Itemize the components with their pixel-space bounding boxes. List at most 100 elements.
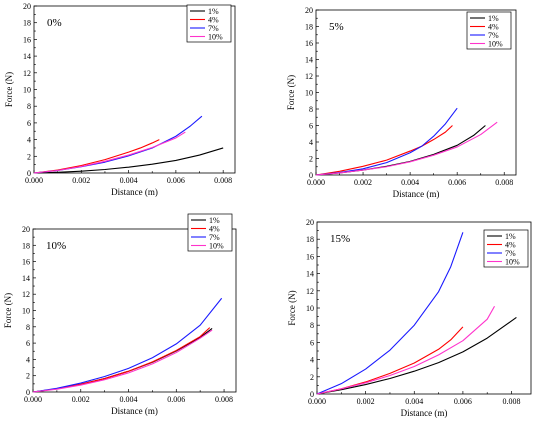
x-tick-label: 0.006	[454, 397, 472, 406]
series-line-1pct	[32, 327, 213, 393]
series-line-7pct	[316, 232, 464, 395]
x-tick-label: 0.008	[495, 178, 513, 187]
x-tick-label: 0.000	[25, 176, 43, 185]
y-tick-label: 10	[23, 86, 31, 95]
y-tick-label: 12	[22, 290, 30, 299]
y-tick-label: 20	[305, 6, 313, 15]
series-line-7pct	[32, 297, 223, 393]
series-line-4pct	[316, 326, 464, 395]
y-tick-label: 18	[23, 19, 31, 28]
plot-frame	[32, 228, 237, 393]
y-axis-title: Force (N)	[4, 72, 14, 107]
y-tick-label: 20	[306, 218, 314, 227]
x-tick-label: 0.002	[72, 176, 90, 185]
series-line-10pct	[32, 329, 213, 393]
x-tick-label: 0.008	[503, 397, 521, 406]
y-tick-label: 12	[23, 69, 31, 78]
series-line-1pct	[315, 125, 486, 176]
x-tick-label: 0.004	[120, 176, 138, 185]
x-tick-label: 0.006	[448, 178, 466, 187]
y-tick-label: 6	[309, 122, 313, 131]
x-tick-label: 0.006	[167, 395, 185, 404]
y-tick-label: 0	[27, 169, 31, 178]
series-line-4pct	[32, 327, 211, 393]
legend-label: 4%	[505, 240, 516, 249]
legend-box	[483, 229, 529, 268]
y-tick-label: 4	[310, 356, 314, 365]
series-line-10pct	[315, 121, 498, 176]
x-tick-label: 0.008	[215, 395, 233, 404]
y-tick-label: 20	[23, 2, 31, 11]
legend: 1%4%7%10%	[187, 213, 233, 252]
legend: 1%4%7%10%	[466, 11, 512, 50]
y-tick-label: 6	[310, 338, 314, 347]
y-tick-label: 20	[22, 225, 30, 234]
y-tick-label: 8	[27, 102, 31, 111]
panel-label: 15%	[330, 233, 350, 245]
y-tick-label: 0	[26, 388, 30, 397]
x-tick-label: 0.002	[72, 395, 90, 404]
x-tick-label: 0.004	[401, 178, 419, 187]
legend-label: 4%	[488, 22, 499, 31]
y-tick-label: 8	[26, 323, 30, 332]
series-line-7pct	[315, 107, 458, 176]
legend-label: 7%	[208, 24, 219, 33]
x-tick-label: 0.002	[357, 397, 375, 406]
y-tick-label: 12	[305, 72, 313, 81]
series-line-4pct	[33, 139, 160, 174]
y-tick-label: 2	[27, 152, 31, 161]
legend-label: 7%	[209, 233, 220, 242]
x-tick-label: 0.004	[120, 395, 138, 404]
x-tick-label: 0.000	[307, 178, 325, 187]
series-line-4pct	[315, 125, 453, 176]
y-tick-label: 8	[309, 105, 313, 114]
series-line-1pct	[316, 317, 517, 395]
y-tick-label: 14	[306, 270, 314, 279]
x-axis-title: Distance (m)	[393, 189, 440, 199]
chart-panel-2: 0 2 4 6 8 10 12 14 16 18 20 0.000 0.002 0.004 0.006 0.0…	[3, 213, 237, 416]
legend: 1%4%7%10%	[483, 229, 529, 268]
y-tick-label: 4	[309, 138, 313, 147]
y-tick-label: 8	[310, 321, 314, 330]
y-tick-label: 16	[22, 258, 30, 267]
panel-label: 5%	[329, 21, 344, 33]
y-tick-label: 14	[22, 274, 30, 283]
y-tick-label: 14	[23, 52, 31, 61]
x-axis-title: Distance (m)	[111, 187, 158, 197]
y-tick-label: 2	[310, 373, 314, 382]
legend-label: 10%	[208, 32, 223, 41]
series-line-1pct	[33, 147, 224, 174]
legend: 1%4%7%10%	[186, 4, 232, 43]
chart-panel-0: 0 2 4 6 8 10 12 14 16 18 20 0.000 0.002 0.004 0.006 0.0…	[4, 2, 236, 197]
y-tick-label: 10	[305, 89, 313, 98]
y-axis-title: Force (N)	[286, 75, 296, 110]
x-tick-label: 0.000	[308, 397, 326, 406]
legend-label: 10%	[209, 241, 224, 250]
x-tick-label: 0.000	[24, 395, 42, 404]
legend-label: 10%	[505, 257, 520, 266]
y-tick-label: 16	[23, 35, 31, 44]
y-tick-label: 4	[26, 355, 30, 364]
y-tick-label: 16	[306, 252, 314, 261]
y-tick-label: 14	[305, 56, 313, 65]
legend-label: 7%	[505, 249, 516, 258]
panel-label: 0%	[47, 17, 62, 29]
legend-label: 1%	[209, 216, 220, 225]
y-tick-label: 6	[27, 119, 31, 128]
y-tick-label: 10	[22, 307, 30, 316]
series-line-10pct	[33, 131, 186, 174]
y-tick-label: 18	[305, 23, 313, 32]
x-tick-label: 0.006	[167, 176, 185, 185]
x-tick-label: 0.004	[405, 397, 423, 406]
legend-label: 7%	[488, 31, 499, 40]
chart-panel-3: 0 2 4 6 8 10 12 14 16 18 20 0.000 0.002 0.004 0.006 0.0…	[287, 218, 532, 418]
y-tick-label: 10	[306, 304, 314, 313]
legend-label: 1%	[505, 232, 516, 241]
x-axis-title: Distance (m)	[111, 406, 158, 416]
legend-label: 4%	[208, 15, 219, 24]
y-axis-title: Force (N)	[3, 293, 13, 328]
x-tick-label: 0.008	[214, 176, 232, 185]
y-tick-label: 2	[26, 372, 30, 381]
legend-label: 10%	[488, 39, 503, 48]
